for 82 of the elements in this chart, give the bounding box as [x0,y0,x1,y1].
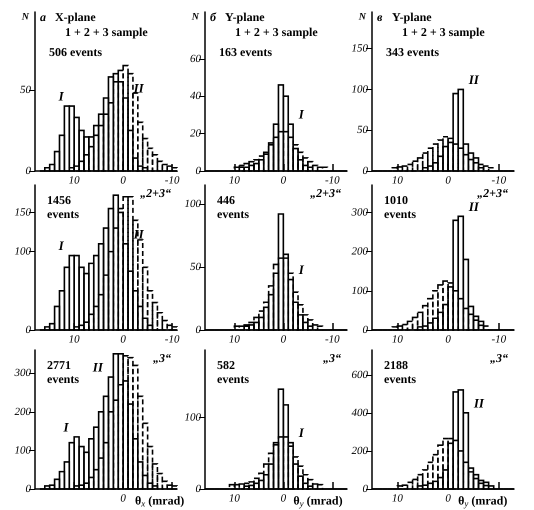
chart-title: „2+3“ [477,186,508,200]
y-tick-label: 100 [184,412,202,424]
annotation: б [210,10,217,24]
y-tick-label: 150 [352,42,368,55]
y-tick-label: 400 [352,406,368,419]
y-tick-label: 300 [350,206,368,218]
annotation: 582 events [217,358,250,386]
chart-title: Y-plane [392,10,432,24]
text: 1 + 2 + 3 sample [235,25,318,39]
x-tick-label: 10 [392,334,404,346]
annotation: 2771 events [47,358,80,386]
y-tick-label: 200 [352,246,368,258]
chart-title: Y-plane [225,10,266,24]
y-tick-label: 100 [352,284,368,297]
y-tick-label: 150 [14,206,32,218]
y-axis-title: N [20,12,30,22]
x-tick-label: -10 [324,174,340,186]
x-tick-label: 10 [228,334,240,346]
annotation: I [298,262,305,278]
annotation: 163 events [219,45,272,59]
y-tick-label: 60 [190,52,202,65]
chart-title: „2+3“ [310,186,342,200]
x-tick-label: 0 [120,334,126,346]
text: 1 + 2 + 3 sample [402,25,486,39]
chart-title: X-plane [55,10,96,24]
y-axis-title: N [358,12,367,22]
y-tick-label: 100 [184,198,202,210]
annotation: I [58,238,65,254]
x-tick-label: 0 [445,492,452,504]
annotation: II [468,72,480,87]
y-tick-label: 50 [20,84,32,96]
x-tick-label: 0 [280,492,287,504]
y-tick-label: 50 [190,260,202,273]
annotation: I [58,88,65,104]
y-tick-label: 100 [14,444,32,456]
y-tick-label: 20 [190,128,202,140]
annotation: а [40,10,46,24]
x-tick-label: -10 [324,334,340,346]
text: 1 + 2 + 3 sample [65,25,148,39]
annotation: I [298,425,305,440]
chart-title: „3“ [490,351,508,365]
y-tick-label: 100 [14,246,32,258]
annotation: I [62,419,70,434]
x-tick-label: -10 [491,174,507,186]
annotation: II [132,226,145,242]
annotation: II [132,80,145,96]
x-tick-label: 10 [392,492,404,504]
annotation: 2188 events [384,358,416,386]
annotation: II [468,198,480,214]
y-axis-title: N [190,12,200,22]
x-tick-label: 10 [68,174,80,186]
chart-title: „3“ [323,351,341,365]
x-tick-label: -10 [164,334,180,346]
y-tick-label: 50 [357,124,368,136]
annotation: 343 events [386,45,440,59]
x-tick-label: 10 [228,174,240,186]
x-tick-label: 0 [120,174,126,186]
y-tick-label: 200 [352,444,368,457]
annotation: 446 events [217,193,250,221]
x-tick-label: 0 [280,334,287,346]
annotation: 1456 events [47,193,80,221]
x-tick-label: 0 [280,174,287,186]
annotation: II [92,360,104,375]
x-tick-label: 10 [228,492,240,504]
x-tick-label: 10 [392,174,404,186]
y-tick-label: 600 [352,368,368,381]
x-tick-label: 0 [445,174,452,186]
annotation: I [298,106,305,122]
y-tick-label: 40 [190,90,202,102]
annotation: 506 events [49,45,102,59]
annotation: 1010 events [384,193,416,221]
annotation: II [472,395,485,410]
x-tick-label: 0 [445,334,452,346]
chart-title: „2+3“ [140,186,172,200]
y-tick-label: 200 [14,406,32,418]
y-tick-label: 100 [352,83,368,96]
y-tick-label: 300 [14,367,32,380]
annotation: в [377,10,383,24]
x-tick-label: -10 [491,334,507,346]
x-tick-label: -10 [164,174,180,186]
x-tick-label: 10 [68,334,80,346]
chart-title: „3“ [153,351,171,365]
